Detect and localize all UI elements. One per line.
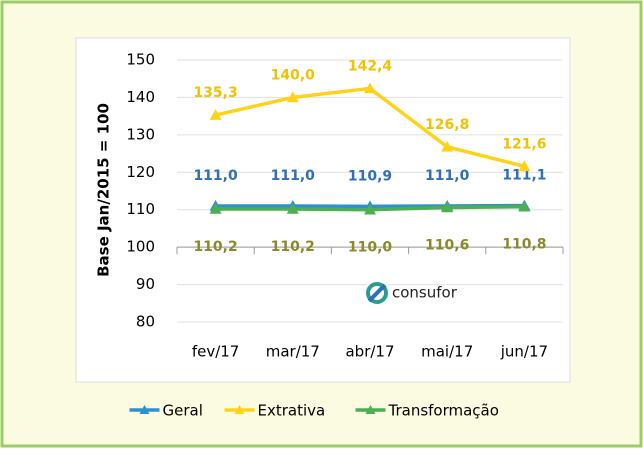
value-label: 110,8: [502, 237, 546, 253]
x-tick-label: fev/17: [192, 343, 240, 361]
value-label: 140,0: [271, 67, 316, 83]
legend-marker: [139, 405, 150, 414]
value-label: 110,6: [425, 237, 469, 253]
legend-marker: [365, 405, 376, 414]
y-tick-label: 110: [126, 200, 155, 218]
point-marker: [286, 202, 299, 214]
legend-label: Extrativa: [258, 402, 326, 420]
point-marker: [441, 201, 454, 213]
value-label: 110,2: [193, 239, 237, 255]
value-label: 111,0: [193, 168, 238, 184]
point-marker: [518, 200, 531, 212]
y-axis-label: Base Jan/2015 = 100: [95, 103, 113, 277]
value-label: 121,6: [502, 136, 546, 152]
point-marker: [286, 91, 299, 103]
y-tick-label: 150: [126, 51, 155, 69]
watermark: consufor: [392, 284, 458, 302]
point-marker: [209, 202, 222, 214]
point-marker: [364, 203, 376, 215]
point-marker: [364, 82, 376, 94]
value-label: 111,0: [425, 168, 470, 184]
x-tick-label: abr/17: [345, 343, 394, 361]
legend-marker: [234, 405, 245, 414]
watermark-icon: [366, 282, 388, 304]
y-tick-label: 100: [126, 238, 155, 256]
value-label: 111,1: [502, 168, 546, 184]
x-tick-label: jun/17: [500, 343, 548, 361]
value-label: 135,3: [193, 85, 237, 101]
value-label: 110,0: [348, 240, 393, 256]
value-label: 111,0: [271, 168, 316, 184]
y-tick-label: 80: [136, 313, 155, 331]
value-label: 110,9: [348, 168, 392, 184]
x-tick-label: mai/17: [421, 343, 473, 361]
y-tick-label: 120: [126, 163, 155, 181]
point-marker: [209, 109, 222, 120]
value-label: 126,8: [425, 117, 469, 133]
y-tick-label: 130: [126, 125, 155, 143]
y-tick-label: 90: [136, 275, 155, 293]
legend-label: Transformação: [388, 402, 499, 420]
legend-label: Geral: [163, 402, 203, 420]
value-label: 110,2: [271, 239, 315, 255]
x-tick-label: mar/17: [266, 343, 320, 361]
y-tick-label: 140: [126, 88, 155, 106]
value-label: 142,4: [348, 58, 393, 74]
point-marker: [441, 140, 454, 152]
point-marker: [518, 160, 531, 172]
